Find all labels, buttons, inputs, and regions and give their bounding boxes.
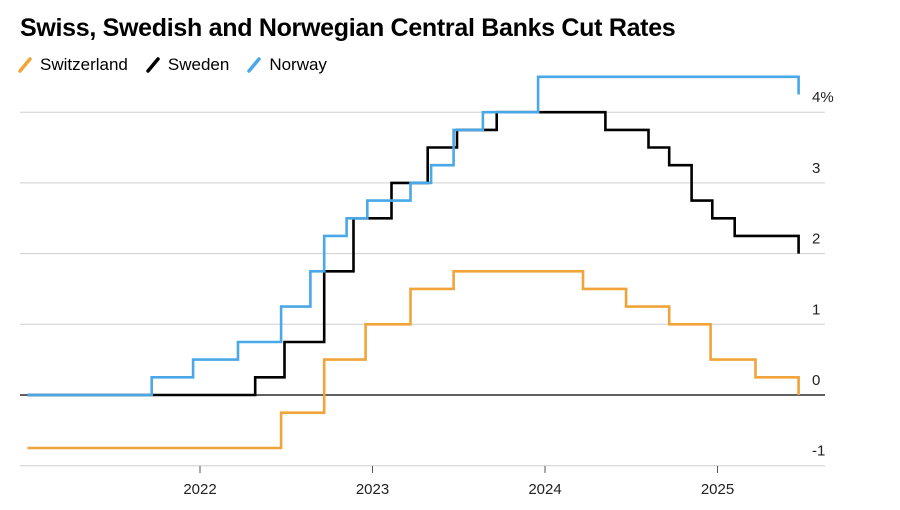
x-tick-label: 2024 xyxy=(528,481,561,498)
legend-swatch-sweden xyxy=(146,57,160,73)
legend-label-sweden: Sweden xyxy=(167,55,230,74)
series-line-norway xyxy=(27,75,800,397)
x-tick-label: 2025 xyxy=(701,481,734,498)
legend-swatch-switzerland xyxy=(18,57,32,73)
x-tick-label: 2023 xyxy=(356,481,389,498)
legend-item-sweden: Sweden xyxy=(146,55,229,75)
legend-label-switzerland: Switzerland xyxy=(40,55,128,74)
chart-title: Swiss, Swedish and Norwegian Central Ban… xyxy=(20,14,676,42)
y-tick-label: 2 xyxy=(812,231,820,248)
series-line-sweden xyxy=(27,110,800,397)
legend: Switzerland Sweden Norway xyxy=(18,55,327,75)
y-tick-label: 1 xyxy=(812,301,820,318)
y-tick-label: 0 xyxy=(812,372,820,389)
y-tick-label: 4% xyxy=(812,89,834,106)
legend-item-switzerland: Switzerland xyxy=(18,55,128,75)
legend-swatch-norway xyxy=(247,57,262,73)
legend-label-norway: Norway xyxy=(269,55,327,74)
series-line-switzerland xyxy=(27,270,800,450)
y-tick-label: -1 xyxy=(812,443,825,460)
x-tick-label: 2022 xyxy=(183,481,216,498)
legend-item-norway: Norway xyxy=(247,55,327,75)
y-tick-label: 3 xyxy=(812,160,820,177)
